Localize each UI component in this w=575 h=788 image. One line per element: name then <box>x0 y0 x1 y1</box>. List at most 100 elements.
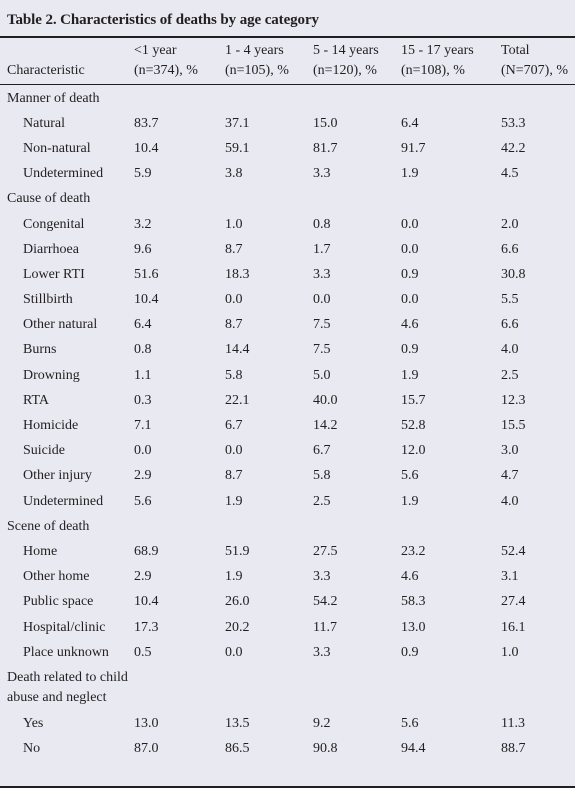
value-cell: 40.0 <box>313 392 338 408</box>
value-cell: 59.1 <box>225 140 250 156</box>
table-row: Public space 10.4 26.0 54.2 58.3 27.4 <box>0 590 575 615</box>
section-label: Manner of death <box>7 90 100 106</box>
row-label: Other home <box>23 569 90 585</box>
value-cell: 13.0 <box>134 715 159 731</box>
table-row: Stillbirth 10.4 0.0 0.0 0.0 5.5 <box>0 288 575 313</box>
value-cell: 20.2 <box>225 619 250 635</box>
value-cell: 1.7 <box>313 241 331 257</box>
value-cell: 0.9 <box>401 266 419 282</box>
value-cell: 5.8 <box>225 367 243 383</box>
value-cell: 54.2 <box>313 594 338 610</box>
header-col-label: 15 - 17 years <box>401 43 474 58</box>
value-cell: 81.7 <box>313 140 338 156</box>
empty-cell <box>401 665 501 711</box>
header-col-count: (n=374), % <box>134 63 198 78</box>
value-cell: 13.5 <box>225 715 250 731</box>
row-label: Non-natural <box>23 140 91 156</box>
row-label: Congenital <box>23 216 85 232</box>
value-cell: 91.7 <box>401 140 426 156</box>
row-label: Stillbirth <box>23 292 73 308</box>
value-cell: 3.2 <box>134 216 152 232</box>
empty-cell <box>501 665 575 711</box>
value-cell: 27.4 <box>501 594 526 610</box>
data-table: Manner of death Natural 83.7 37.1 15.0 6.4 53.… <box>0 86 575 762</box>
row-label: Hospital/clinic <box>23 619 106 635</box>
value-cell: 6.4 <box>401 115 419 131</box>
value-cell: 9.2 <box>313 715 331 731</box>
row-label: Undetermined <box>23 166 104 182</box>
value-cell: 3.3 <box>313 166 331 182</box>
section-row: Death related to child abuse and neglect <box>0 665 575 711</box>
value-cell: 4.5 <box>501 166 519 182</box>
value-cell: 10.4 <box>134 594 159 610</box>
value-cell: 9.6 <box>134 241 152 257</box>
value-cell: 2.5 <box>501 367 519 383</box>
value-cell: 4.0 <box>501 493 519 509</box>
row-label: Homicide <box>23 418 79 434</box>
row-label: Other injury <box>23 468 92 484</box>
header-col-count: (n=120), % <box>313 63 377 78</box>
value-cell: 3.3 <box>313 644 331 660</box>
table-row: Lower RTI 51.6 18.3 3.3 0.9 30.8 <box>0 262 575 287</box>
value-cell: 8.7 <box>225 317 243 333</box>
value-cell: 2.9 <box>134 468 152 484</box>
value-cell: 4.6 <box>401 317 419 333</box>
value-cell: 4.6 <box>401 569 419 585</box>
value-cell: 26.0 <box>225 594 250 610</box>
value-cell: 1.9 <box>401 166 419 182</box>
table-row: Home 68.9 51.9 27.5 23.2 52.4 <box>0 539 575 564</box>
value-cell: 0.8 <box>313 216 331 232</box>
value-cell: 7.5 <box>313 342 331 358</box>
value-cell: 1.0 <box>225 216 243 232</box>
value-cell: 11.3 <box>501 715 525 731</box>
value-cell: 16.1 <box>501 619 526 635</box>
table-row: Yes 13.0 13.5 9.2 5.6 11.3 <box>0 711 575 736</box>
table-row: Other home 2.9 1.9 3.3 4.6 3.1 <box>0 565 575 590</box>
header-rule <box>0 84 575 85</box>
table-row: Place unknown 0.5 0.0 3.3 0.9 1.0 <box>0 640 575 665</box>
value-cell: 94.4 <box>401 741 426 757</box>
value-cell: 52.8 <box>401 418 426 434</box>
value-cell: 68.9 <box>134 543 159 559</box>
value-cell: 5.8 <box>313 468 331 484</box>
value-cell: 1.9 <box>225 569 243 585</box>
table-row: Undetermined 5.6 1.9 2.5 1.9 4.0 <box>0 489 575 514</box>
value-cell: 5.6 <box>401 715 419 731</box>
value-cell: 11.7 <box>313 619 337 635</box>
header-col-count: (N=707), % <box>501 63 568 78</box>
row-label: Diarrhoea <box>23 241 79 257</box>
value-cell: 27.5 <box>313 543 338 559</box>
value-cell: 5.9 <box>134 166 152 182</box>
value-cell: 83.7 <box>134 115 159 131</box>
header-col-count: (n=105), % <box>225 63 289 78</box>
row-label: Yes <box>23 715 44 731</box>
value-cell: 0.8 <box>134 342 152 358</box>
value-cell: 8.7 <box>225 241 243 257</box>
value-cell: 0.0 <box>225 443 243 459</box>
header-col-total: Total (N=707), % <box>501 41 568 81</box>
table-row: RTA 0.3 22.1 40.0 15.7 12.3 <box>0 388 575 413</box>
table-row: Undetermined 5.9 3.8 3.3 1.9 4.5 <box>0 162 575 187</box>
value-cell: 37.1 <box>225 115 250 131</box>
value-cell: 1.1 <box>134 367 152 383</box>
value-cell: 42.2 <box>501 140 526 156</box>
section-row: Cause of death <box>0 187 575 212</box>
value-cell: 10.4 <box>134 292 159 308</box>
table-row: Natural 83.7 37.1 15.0 6.4 53.3 <box>0 111 575 136</box>
header-col-label: 1 - 4 years <box>225 43 284 58</box>
empty-cell <box>225 665 313 711</box>
value-cell: 22.1 <box>225 392 250 408</box>
table-row: Other injury 2.9 8.7 5.8 5.6 4.7 <box>0 464 575 489</box>
table-title: Table 2. Characteristics of deaths by ag… <box>7 12 319 28</box>
table-row: Burns 0.8 14.4 7.5 0.9 4.0 <box>0 338 575 363</box>
table-row: Diarrhoea 9.6 8.7 1.7 0.0 6.6 <box>0 237 575 262</box>
header-col-5-14-years: 5 - 14 years (n=120), % <box>313 41 379 81</box>
value-cell: 4.7 <box>501 468 519 484</box>
value-cell: 0.9 <box>401 644 419 660</box>
table-row: Suicide 0.0 0.0 6.7 12.0 3.0 <box>0 439 575 464</box>
bottom-rule <box>0 786 575 788</box>
value-cell: 0.0 <box>401 241 419 257</box>
value-cell: 1.0 <box>501 644 519 660</box>
value-cell: 51.9 <box>225 543 250 559</box>
header-col-15-17-years: 15 - 17 years (n=108), % <box>401 41 474 81</box>
